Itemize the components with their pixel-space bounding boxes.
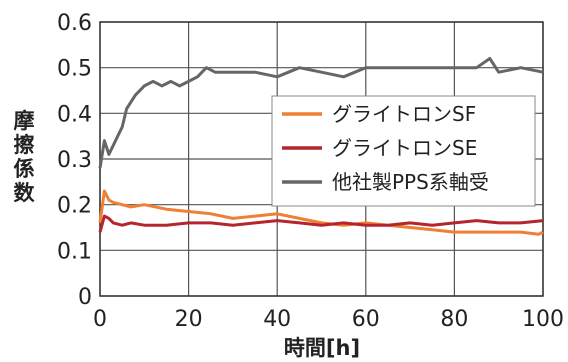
y-tick-label: 0.6 (57, 11, 92, 36)
y-axis-title-char: 数 (14, 181, 36, 205)
series-layer (98, 57, 544, 236)
y-tick-labels: 0 0.1 0.2 0.3 0.4 0.5 0.6 (57, 11, 92, 310)
legend: グライトロンSF グライトロンSE 他社製PPS系軸受 (271, 95, 536, 207)
y-axis-title-char: 摩 (14, 109, 35, 133)
legend-label: グライトロンSE (332, 136, 477, 160)
y-tick-label: 0.1 (57, 239, 92, 264)
y-tick-label: 0 (78, 285, 92, 310)
y-axis-title-char: 係 (14, 157, 35, 181)
y-tick-label: 0.2 (57, 194, 92, 219)
y-tick-label: 0.4 (57, 102, 92, 127)
y-tick-label: 0.5 (57, 57, 92, 82)
y-axis-title-char: 擦 (14, 133, 35, 157)
x-axis-title: 時間[h] (284, 336, 360, 360)
x-tick-label: 80 (440, 307, 468, 332)
x-tick-label: 100 (522, 307, 564, 332)
x-tick-labels: 0 20 40 60 80 100 (93, 307, 564, 332)
series-line-1 (98, 214, 544, 233)
legend-label: グライトロンSF (332, 102, 476, 126)
x-tick-label: 0 (93, 307, 107, 332)
x-tick-label: 40 (263, 307, 291, 332)
legend-label: 他社製PPS系軸受 (332, 170, 489, 194)
x-tick-label: 60 (352, 307, 380, 332)
series-line-0 (98, 189, 544, 236)
x-tick-label: 20 (175, 307, 203, 332)
series-line-2 (98, 57, 544, 169)
y-tick-label: 0.3 (57, 148, 92, 173)
